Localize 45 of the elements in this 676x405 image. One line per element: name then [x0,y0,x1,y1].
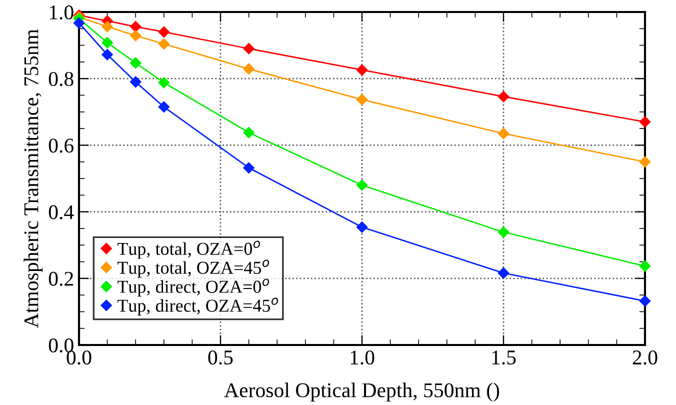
point [639,260,651,272]
point [498,226,510,238]
point [243,43,254,54]
point [356,180,368,191]
point [639,116,651,128]
point [102,49,113,60]
x-tick-label: 2.0 [632,350,658,365]
y-tick-label: 0.6 [48,138,74,153]
legend-label: Tup, direct, OZA=45$^{o}$ [117,298,278,316]
point [243,126,254,138]
point [130,57,142,69]
point [102,37,113,48]
point [498,267,510,279]
legend-label: Tup, total, OZA=45$^{o}$ [117,260,270,278]
point [130,76,142,88]
point [639,295,651,307]
y-axis-title: Atmospheric Transmittance, 755nm [24,29,43,328]
legend-label: Tup, direct, OZA=0$^{o}$ [117,278,270,297]
point [639,156,651,168]
point [158,38,170,50]
x-axis-title: Aerosol Optical Depth, 550nm () [224,382,500,402]
point [356,64,368,76]
y-tick-label: 0.0 [48,338,74,353]
point [130,30,142,42]
point [73,17,85,29]
point [498,128,510,140]
point [158,76,170,88]
point [130,21,142,32]
y-tick-label: 1.0 [50,5,74,20]
y-tick-label: 0.2 [48,272,73,286]
x-tick-label: 0.5 [208,350,233,365]
point [102,21,113,32]
point [356,222,368,233]
y-tick-label: 0.4 [48,205,74,220]
y-tick-label: 0.8 [48,72,74,86]
x-tick-label: 1.0 [350,350,374,365]
x-tick-label: 0.0 [66,350,92,365]
point [158,101,170,113]
point [356,94,368,106]
legend-label: Tup, total, OZA=0$^{o}$ [117,240,260,259]
point [243,162,254,174]
point [243,63,254,75]
x-tick-label: 1.5 [492,350,516,365]
point [158,26,170,38]
point [498,90,510,102]
